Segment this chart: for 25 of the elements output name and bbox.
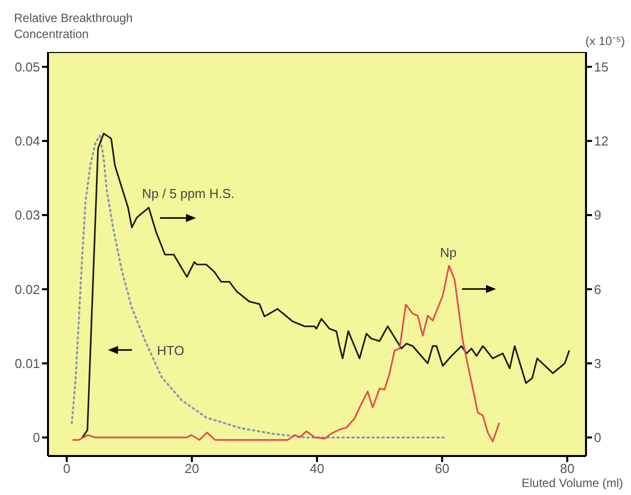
y2-tick-label: 12: [594, 134, 608, 149]
x-tick-label: 0: [63, 461, 70, 476]
x-axis-title: Eluted Volume (ml): [522, 476, 623, 490]
x-tick-label: 40: [310, 461, 324, 476]
y-tick-label: 0.04: [14, 134, 40, 149]
y-tick-label: 0.01: [14, 356, 40, 371]
y-tick-label: 0.02: [14, 282, 40, 297]
x-tick-label: 80: [560, 461, 574, 476]
y2-tick-label: 15: [594, 59, 608, 74]
series-label: HTO: [157, 343, 184, 358]
y-tick-label: 0: [32, 430, 40, 446]
y2-tick-label: 0: [594, 430, 602, 446]
y-tick-label: 0.05: [14, 59, 40, 74]
y2-axis-title: (x 10⁻⁵): [585, 33, 625, 49]
y-tick-label: 0.03: [14, 208, 40, 223]
series-label: Np / 5 ppm H.S.: [142, 186, 234, 201]
series-label: Np: [440, 245, 457, 260]
line-series: [72, 264, 500, 442]
y2-tick-label: 6: [594, 282, 602, 297]
y2-tick-label: 9: [594, 208, 602, 223]
x-tick-label: 60: [434, 461, 450, 476]
y2-tick-label: 3: [594, 356, 602, 371]
y-axis-title: Relative Breakthrough Concentration: [14, 10, 134, 42]
line-series: [82, 132, 570, 438]
x-tick-label: 20: [184, 461, 200, 476]
